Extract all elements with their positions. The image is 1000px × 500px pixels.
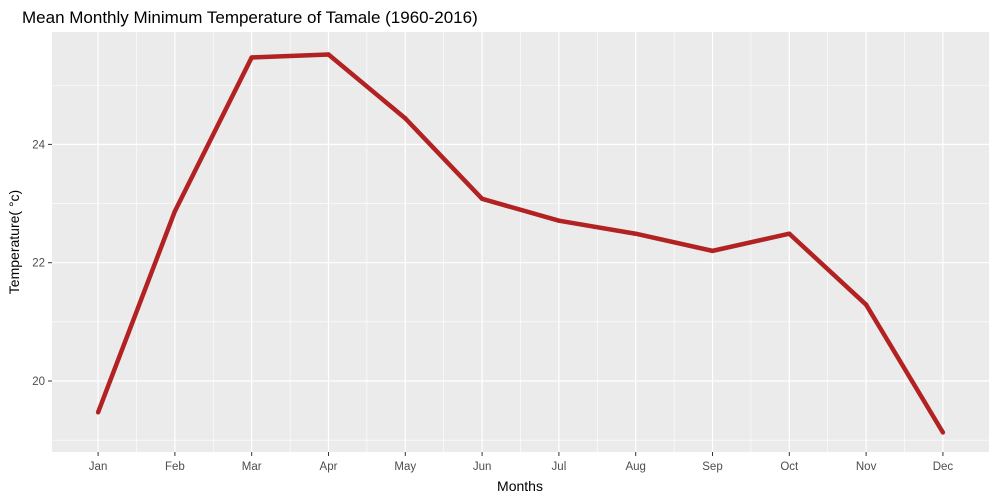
data-point-mar bbox=[249, 55, 254, 60]
data-point-dec bbox=[940, 430, 946, 435]
x-tick-label-dec: Dec bbox=[933, 461, 954, 473]
data-point-nov bbox=[863, 302, 869, 307]
y-tick-label: 24 bbox=[32, 139, 45, 151]
x-axis-title: Months bbox=[497, 478, 543, 494]
series-line-0 bbox=[95, 52, 945, 434]
x-tick-label-may: May bbox=[394, 461, 416, 473]
x-tick-label-nov: Nov bbox=[856, 461, 877, 473]
data-point-jan bbox=[95, 410, 101, 415]
data-point-feb bbox=[172, 209, 178, 214]
data-point-sep bbox=[710, 248, 715, 254]
data-point-jul bbox=[556, 218, 562, 223]
x-tick-label-jul: Jul bbox=[552, 461, 567, 473]
x-tick-label-jan: Jan bbox=[89, 461, 108, 473]
x-tick-label-mar: Mar bbox=[242, 461, 262, 473]
x-tick-label-jun: Jun bbox=[473, 461, 492, 473]
data-point-aug bbox=[633, 231, 638, 236]
x-tick-label-aug: Aug bbox=[625, 461, 645, 473]
x-tick-label-apr: Apr bbox=[320, 461, 338, 473]
x-tick-label-sep: Sep bbox=[702, 461, 722, 473]
x-axis: Jan Feb Mar Apr May Jun Jul Aug Sep Oct Nov Dec bbox=[89, 452, 954, 473]
y-axis: 20 22 24 bbox=[32, 139, 52, 388]
series-layer bbox=[95, 52, 946, 435]
y-tick-label: 20 bbox=[32, 376, 45, 388]
data-point-may bbox=[403, 116, 408, 121]
y-axis-title: Temperature( °c) bbox=[6, 190, 22, 294]
x-tick-label-oct: Oct bbox=[780, 461, 799, 473]
data-point-jun bbox=[479, 196, 485, 202]
data-point-oct bbox=[787, 231, 792, 236]
data-point-apr bbox=[326, 52, 331, 57]
x-tick-label-feb: Feb bbox=[165, 461, 185, 473]
minor-gridlines bbox=[52, 32, 989, 452]
y-tick-label: 22 bbox=[32, 258, 45, 270]
chart-title: Mean Monthly Minimum Temperature of Tama… bbox=[22, 8, 478, 27]
